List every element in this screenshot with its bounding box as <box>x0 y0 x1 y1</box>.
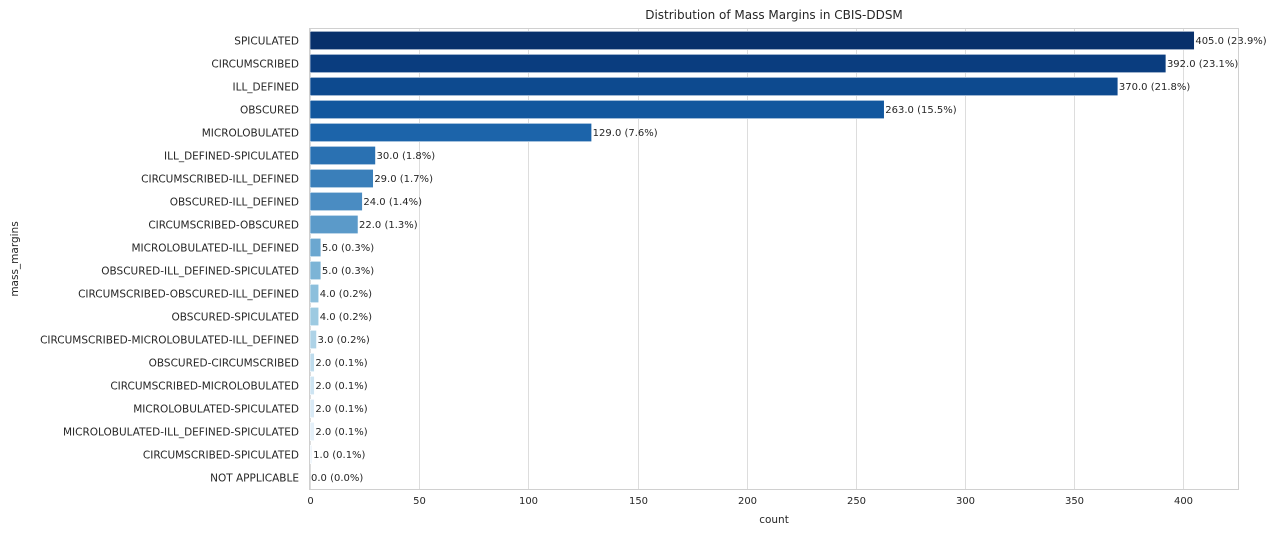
gridlines <box>310 29 1184 489</box>
category-label: MICROLOBULATED-SPICULATED <box>133 403 299 415</box>
data-label: 370.0 (21.8%) <box>1119 82 1190 93</box>
data-label: 1.0 (0.1%) <box>313 450 365 461</box>
category-label: ILL_DEFINED <box>233 81 299 93</box>
bar <box>309 169 374 189</box>
bar <box>309 215 359 235</box>
chart-title: Distribution of Mass Margins in CBIS-DDS… <box>645 8 903 22</box>
bar <box>309 123 592 143</box>
data-label: 22.0 (1.3%) <box>359 220 418 231</box>
data-label: 392.0 (23.1%) <box>1167 59 1238 70</box>
x-tick-label: 200 <box>738 496 757 507</box>
x-axis-label: count <box>759 514 789 526</box>
category-label: OBSCURED-ILL_DEFINED <box>170 196 299 208</box>
data-labels: 405.0 (23.9%) 392.0 (23.1%) 370.0 (21.8%) 2… <box>311 36 1267 484</box>
data-label: 5.0 (0.3%) <box>322 243 374 254</box>
category-label: CIRCUMSCRIBED-OBSCURED-ILL_DEFINED <box>78 288 299 300</box>
bar <box>309 260 322 280</box>
category-label: OBSCURED-CIRCUMSCRIBED <box>149 357 299 369</box>
category-label: OBSCURED-ILL_DEFINED-SPICULATED <box>101 265 299 277</box>
data-label: 24.0 (1.4%) <box>363 197 422 208</box>
x-tick-label: 0 <box>307 496 313 507</box>
data-label: 0.0 (0.0%) <box>311 473 363 484</box>
x-tick-label: 100 <box>519 496 538 507</box>
plot-frame <box>309 28 1239 490</box>
data-label: 4.0 (0.2%) <box>320 312 372 323</box>
data-label: 29.0 (1.7%) <box>374 174 433 185</box>
data-label: 2.0 (0.1%) <box>315 404 367 415</box>
data-label: 2.0 (0.1%) <box>315 381 367 392</box>
category-label: NOT APPLICABLE <box>210 472 299 484</box>
data-label: 263.0 (15.5%) <box>885 105 956 116</box>
bar <box>309 192 363 212</box>
x-tick-label: 50 <box>413 496 426 507</box>
x-tick-label: 400 <box>1174 496 1193 507</box>
data-label: 2.0 (0.1%) <box>315 358 367 369</box>
data-label: 4.0 (0.2%) <box>320 289 372 300</box>
x-tick-labels: 0 50 100 150 200 250 300 350 400 <box>307 496 1193 507</box>
bar <box>309 329 317 349</box>
bar <box>309 398 315 418</box>
category-labels: SPICULATED CIRCUMSCRIBED ILL_DEFINED OBSCUR… <box>40 35 299 484</box>
data-label: 5.0 (0.3%) <box>322 266 374 277</box>
bar <box>309 238 322 258</box>
category-label: ILL_DEFINED-SPICULATED <box>164 150 299 162</box>
bar <box>309 146 376 166</box>
category-label: MICROLOBULATED-ILL_DEFINED <box>131 242 299 254</box>
data-label: 30.0 (1.8%) <box>377 151 436 162</box>
y-axis-label: mass_margins <box>9 221 21 296</box>
data-label: 129.0 (7.6%) <box>593 128 658 139</box>
bar <box>309 375 315 395</box>
category-label: CIRCUMSCRIBED-MICROLOBULATED-ILL_DEFINED <box>40 334 299 346</box>
data-label: 2.0 (0.1%) <box>315 427 367 438</box>
bar <box>309 100 885 120</box>
data-label: 3.0 (0.2%) <box>318 335 370 346</box>
category-label: CIRCUMSCRIBED-ILL_DEFINED <box>141 173 299 185</box>
x-tick-label: 250 <box>847 496 866 507</box>
data-label: 405.0 (23.9%) <box>1195 36 1266 47</box>
bar <box>309 53 1167 73</box>
bar <box>309 306 320 326</box>
bar <box>309 77 1119 97</box>
category-label: CIRCUMSCRIBED <box>211 58 299 70</box>
bar <box>309 352 315 372</box>
category-label: MICROLOBULATED <box>202 127 299 139</box>
bar <box>309 30 1195 50</box>
bar <box>309 444 313 464</box>
x-tick-label: 300 <box>956 496 975 507</box>
category-label: SPICULATED <box>234 35 299 47</box>
category-label: CIRCUMSCRIBED-OBSCURED <box>148 219 299 231</box>
category-label: OBSCURED <box>240 104 299 116</box>
category-label: MICROLOBULATED-ILL_DEFINED-SPICULATED <box>63 426 299 438</box>
category-label: CIRCUMSCRIBED-SPICULATED <box>143 449 299 461</box>
category-label: CIRCUMSCRIBED-MICROLOBULATED <box>110 380 299 392</box>
bars <box>309 30 1195 464</box>
x-tick-label: 350 <box>1065 496 1084 507</box>
x-tick-label: 150 <box>629 496 648 507</box>
bar <box>309 283 320 303</box>
category-label: OBSCURED-SPICULATED <box>172 311 299 323</box>
bar <box>309 421 315 441</box>
